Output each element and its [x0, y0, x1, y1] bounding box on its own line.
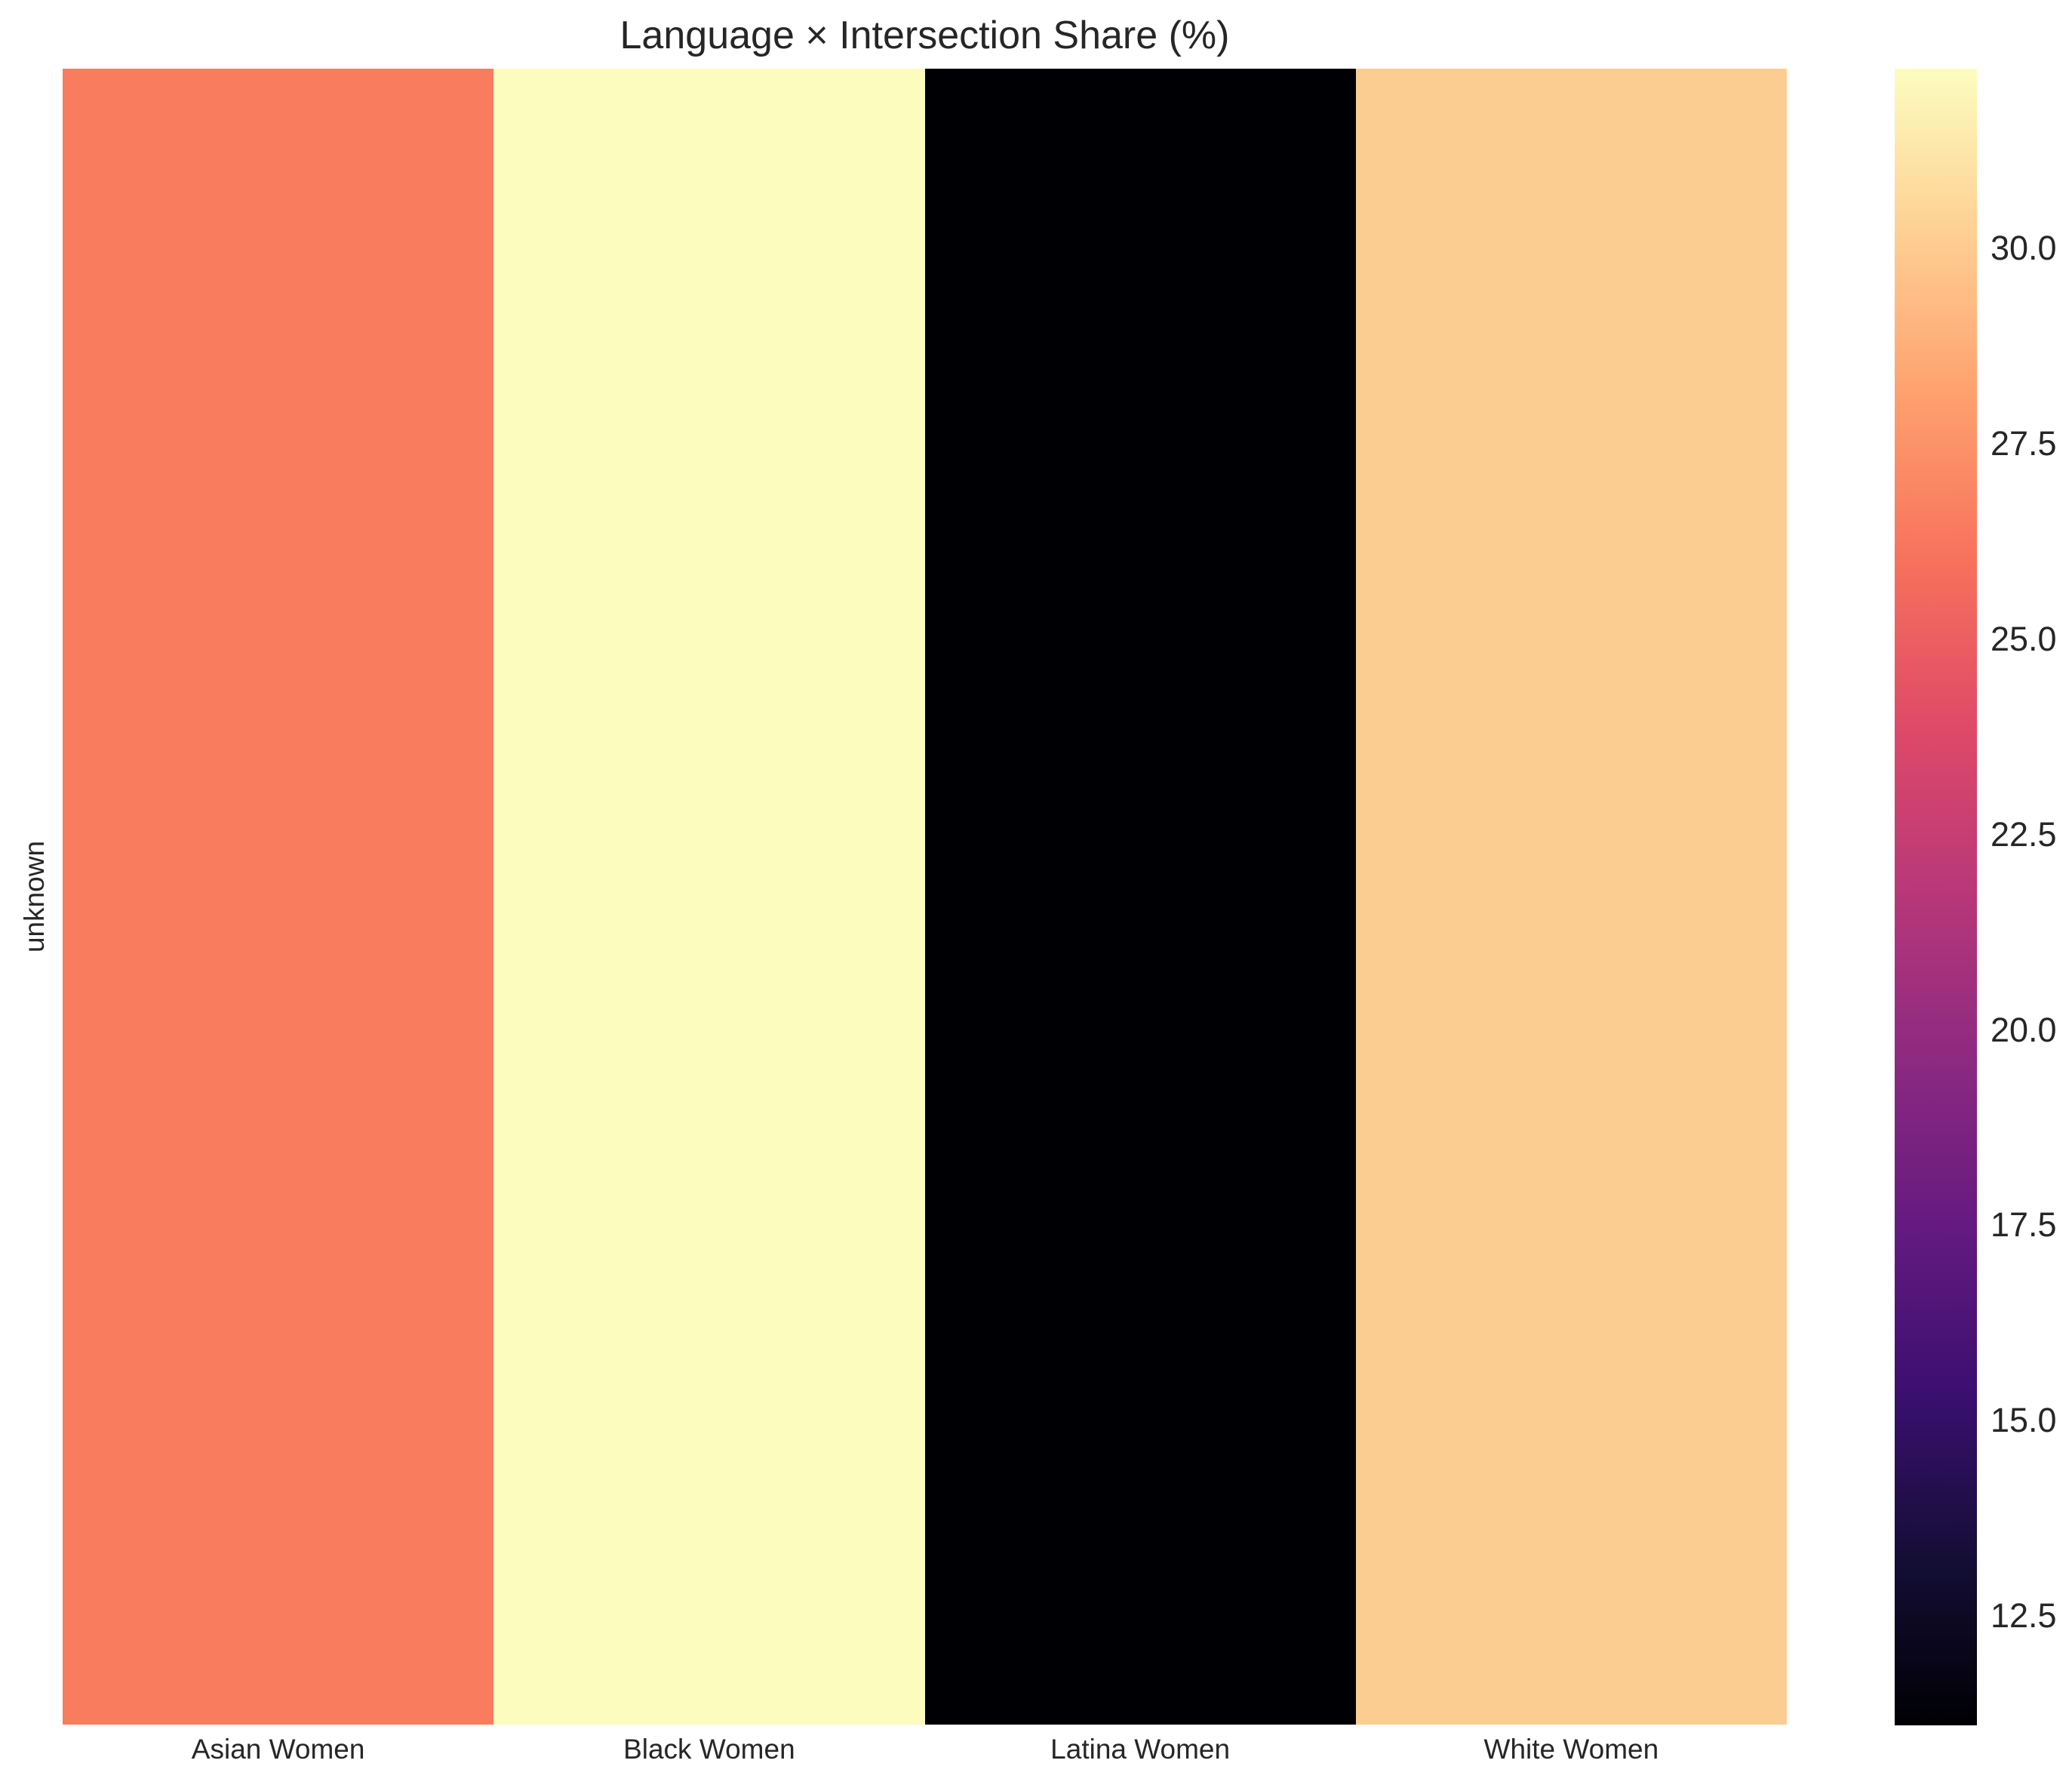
- y-axis-label: unknown: [19, 840, 50, 953]
- x-tick-label-asian-women: Asian Women: [191, 1734, 365, 1765]
- colorbar-tick-25.0: 25.0: [1991, 620, 2057, 658]
- chart-title: Language × Intersection Share (%): [619, 14, 1230, 57]
- colorbar-tick-15.0: 15.0: [1991, 1401, 2057, 1439]
- colorbar-tick-30.0: 30.0: [1991, 229, 2057, 267]
- colorbar-tick-27.5: 27.5: [1991, 424, 2057, 463]
- heatmap-cell-black-women: [493, 69, 925, 1725]
- colorbar-tick-17.5: 17.5: [1991, 1205, 2057, 1244]
- heatmap-cell-latina-women: [924, 69, 1356, 1725]
- x-axis-tick-labels: Asian Women Black Women Latina Women White …: [63, 1734, 1787, 1765]
- x-tick-label-latina-women: Latina Women: [1050, 1734, 1231, 1765]
- colorbar-tick-20.0: 20.0: [1991, 1011, 2057, 1049]
- colorbar: [1895, 69, 1977, 1725]
- heatmap-cell-asian-women: [63, 69, 494, 1725]
- colorbar-tick-22.5: 22.5: [1991, 815, 2057, 854]
- heatmap-grid: [63, 69, 1787, 1725]
- x-tick-label-black-women: Black Women: [623, 1734, 795, 1765]
- x-tick-label-white-women: White Women: [1483, 1734, 1659, 1765]
- heatmap-cell-white-women: [1355, 69, 1787, 1725]
- colorbar-tick-12.5: 12.5: [1991, 1596, 2057, 1635]
